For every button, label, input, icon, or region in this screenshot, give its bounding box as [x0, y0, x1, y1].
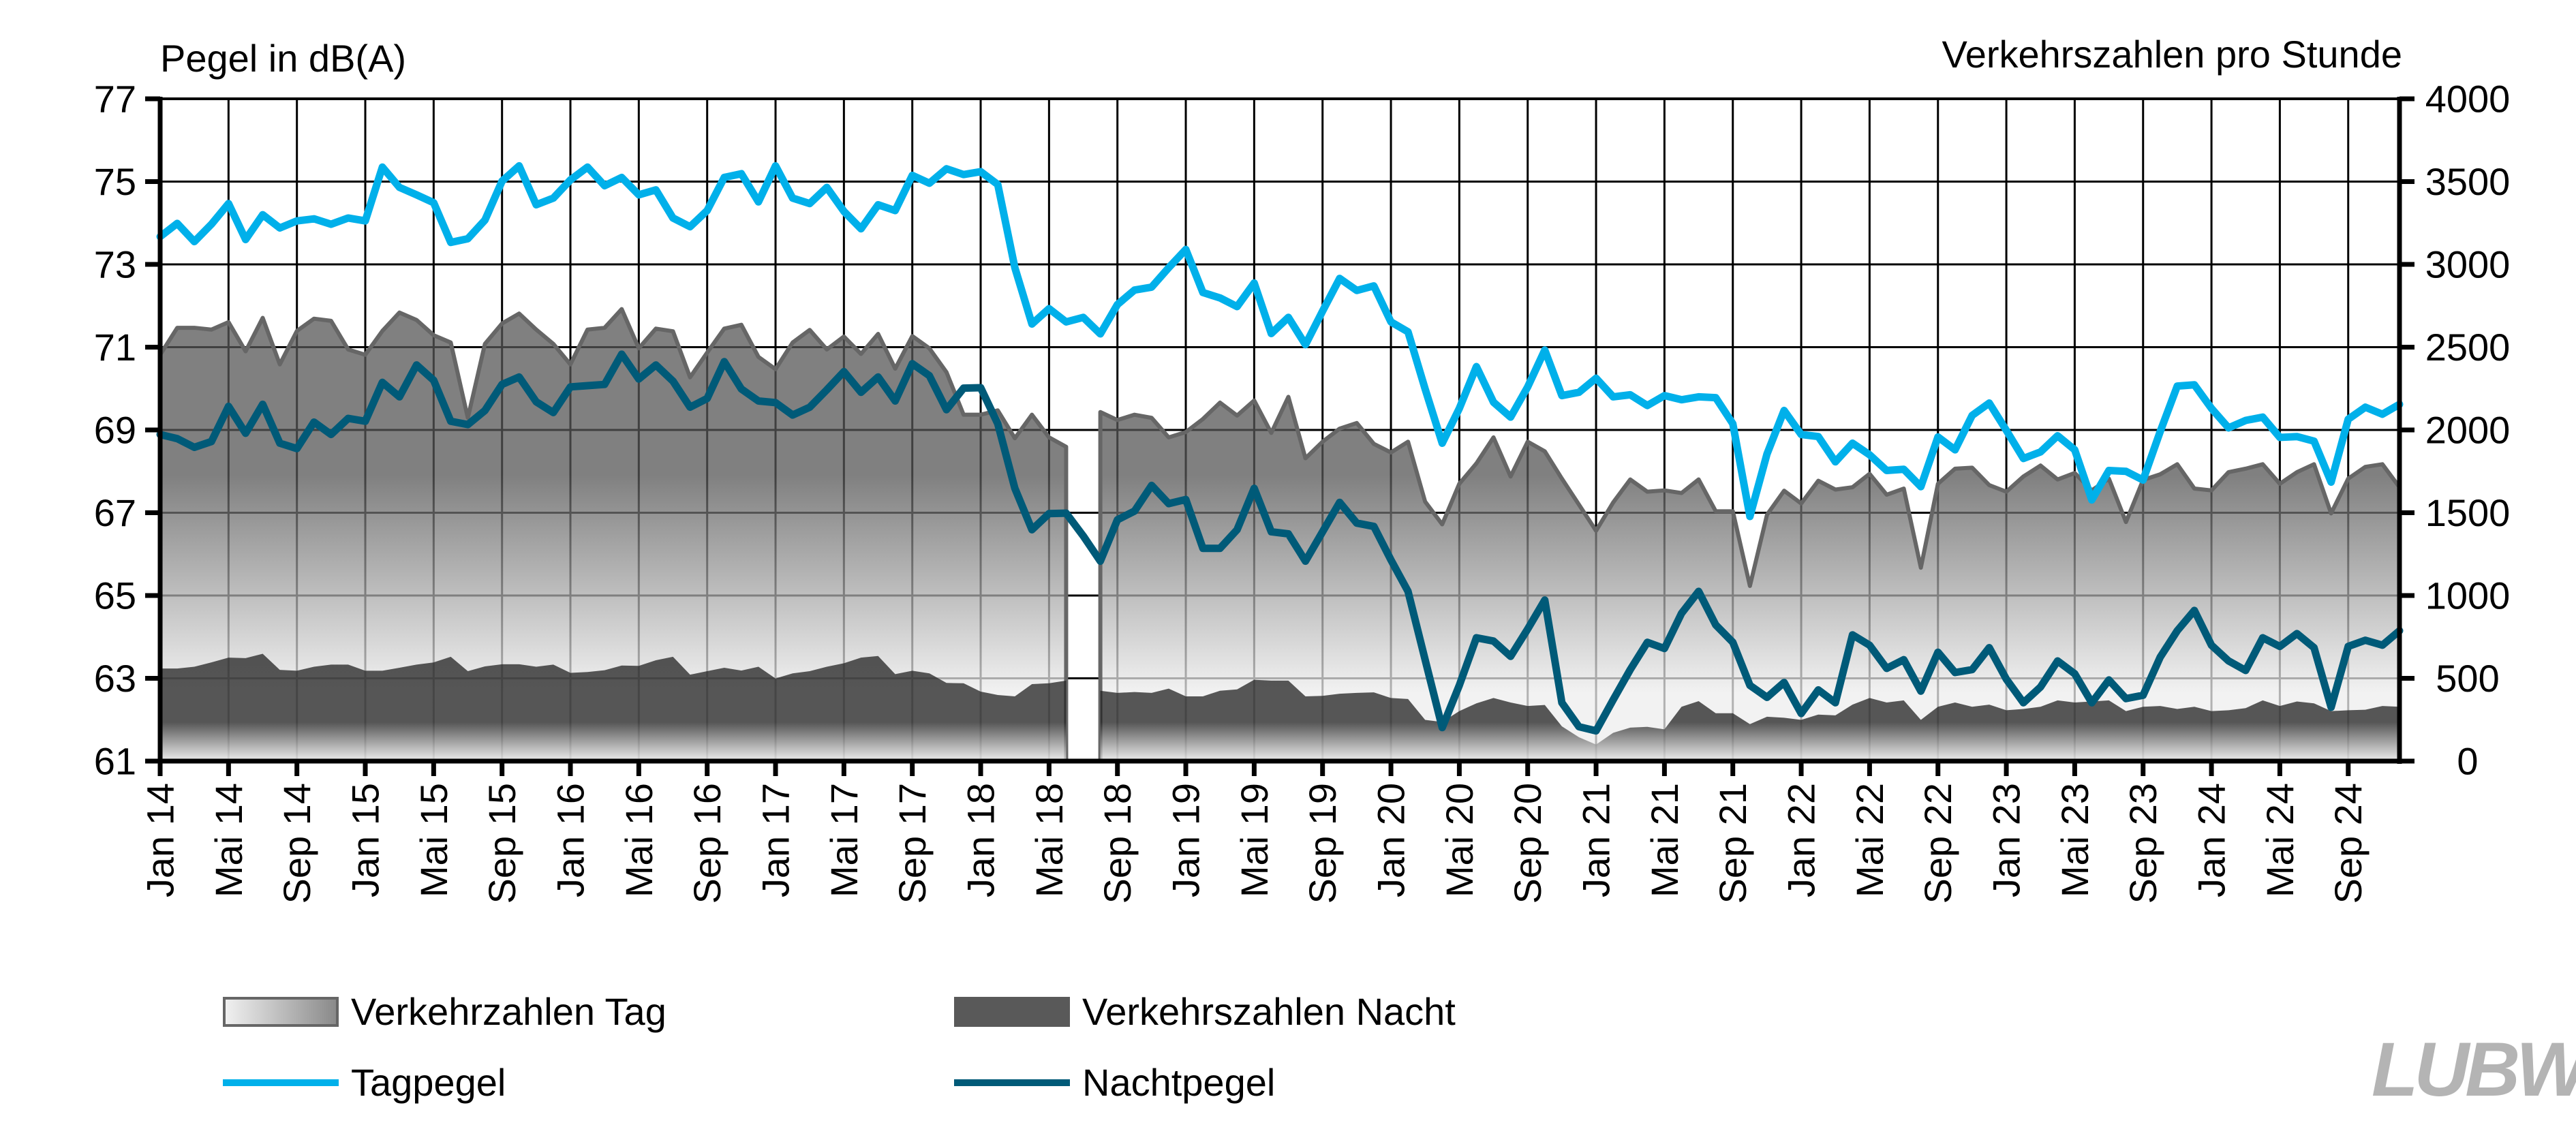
x-tick-label: Sep 21 — [1711, 783, 1754, 904]
right-tick-label: 1500 — [2425, 491, 2511, 534]
x-tick-label: Mai 14 — [207, 783, 250, 897]
x-tick-label: Sep 22 — [1916, 783, 1959, 904]
right-tick-label: 2500 — [2425, 326, 2511, 369]
left-tick-label: 73 — [94, 243, 136, 286]
x-tick-label: Sep 16 — [686, 783, 729, 904]
x-tick-label: Jan 20 — [1370, 783, 1413, 897]
x-tick-label: Mai 21 — [1643, 783, 1686, 897]
x-tick-label: Mai 24 — [2258, 783, 2301, 897]
left-tick-label: 69 — [94, 409, 136, 452]
area-traffic-day — [160, 309, 1067, 761]
x-tick-label: Jan 23 — [1985, 783, 2028, 897]
left-tick-label: 67 — [94, 491, 136, 534]
legend-swatch-day-traffic — [223, 996, 339, 1027]
right-tick-label: 500 — [2436, 657, 2499, 700]
line-tagpegel — [156, 161, 2404, 521]
x-tick-label: Sep 19 — [1301, 783, 1344, 904]
x-tick-label: Mai 16 — [617, 783, 660, 897]
x-tick-label: Jan 21 — [1575, 783, 1618, 897]
area-traffic-day-outline — [158, 307, 1069, 761]
x-tick-label: Mai 18 — [1028, 783, 1071, 897]
x-tick-label: Mai 22 — [1848, 783, 1891, 897]
axes — [145, 96, 2414, 776]
legend-item-day-level: Tagpegel — [223, 1060, 506, 1105]
legend-item-night-traffic: Verkehrszahlen Nacht — [954, 989, 1456, 1034]
legend-swatch-night-traffic — [954, 996, 1070, 1027]
legend-label-night-traffic: Verkehrszahlen Nacht — [1082, 990, 1456, 1033]
x-tick-label: Jan 18 — [960, 783, 1002, 897]
area-traffic-night — [1100, 679, 2399, 761]
legend-label-night-level: Nachtpegel — [1082, 1061, 1276, 1104]
legend-label-day-traffic: Verkehrzahlen Tag — [351, 990, 666, 1033]
left-tick-label: 63 — [94, 657, 136, 700]
right-tick-label: 4000 — [2425, 78, 2511, 121]
x-tick-label: Jan 15 — [344, 783, 387, 897]
left-tick-label: 61 — [94, 740, 136, 783]
x-tick-label: Sep 24 — [2327, 783, 2370, 904]
x-tick-label: Mai 17 — [823, 783, 865, 897]
right-tick-label: 2000 — [2425, 409, 2511, 452]
area-traffic-night — [160, 653, 1067, 761]
right-tick-label: 0 — [2457, 740, 2478, 783]
x-tick-label: Sep 17 — [891, 783, 934, 904]
x-tick-label: Mai 23 — [2053, 783, 2096, 897]
x-tick-label: Jan 14 — [139, 783, 182, 897]
left-tick-label: 71 — [94, 326, 136, 369]
legend-item-day-traffic: Verkehrzahlen Tag — [223, 989, 666, 1034]
x-tick-label: Jan 22 — [1780, 783, 1823, 897]
right-axis-title: Verkehrszahlen pro Stunde — [1942, 33, 2402, 76]
level-lines — [156, 161, 2404, 735]
legend-swatch-night-level — [954, 1079, 1070, 1086]
x-tick-label: Jan 24 — [2190, 783, 2233, 897]
left-axis-title: Pegel in dB(A) — [160, 37, 407, 80]
legend-swatch-day-level — [223, 1079, 339, 1086]
lubw-logo: LUBW — [2372, 1027, 2576, 1112]
right-tick-label: 3000 — [2425, 243, 2511, 286]
x-tick-label: Sep 14 — [275, 783, 318, 904]
x-tick-label: Mai 19 — [1233, 783, 1276, 897]
x-tick-label: Jan 19 — [1165, 783, 1208, 897]
x-tick-label: Mai 20 — [1438, 783, 1481, 897]
left-tick-label: 75 — [94, 160, 136, 203]
area-traffic-day-outline — [1098, 395, 2402, 761]
left-tick-label: 65 — [94, 574, 136, 617]
right-tick-label: 3500 — [2425, 160, 2511, 203]
x-tick-label: Sep 18 — [1096, 783, 1139, 904]
x-tick-label: Jan 16 — [549, 783, 592, 897]
tick-labels: 61 0 63 500 65 1000 67 1500 69 2000 71 2500 73 3000 75… — [94, 78, 2511, 904]
line-nachtpegel — [156, 350, 2404, 735]
x-tick-label: Mai 15 — [412, 783, 455, 897]
x-tick-label: Sep 15 — [480, 783, 523, 904]
x-tick-label: Jan 17 — [754, 783, 797, 897]
right-tick-label: 1000 — [2425, 574, 2511, 617]
left-tick-label: 77 — [94, 78, 136, 121]
legend-item-night-level: Nachtpegel — [954, 1060, 1275, 1105]
legend-label-day-level: Tagpegel — [351, 1061, 506, 1104]
x-tick-label: Sep 23 — [2121, 783, 2164, 904]
x-tick-label: Sep 20 — [1506, 783, 1549, 904]
